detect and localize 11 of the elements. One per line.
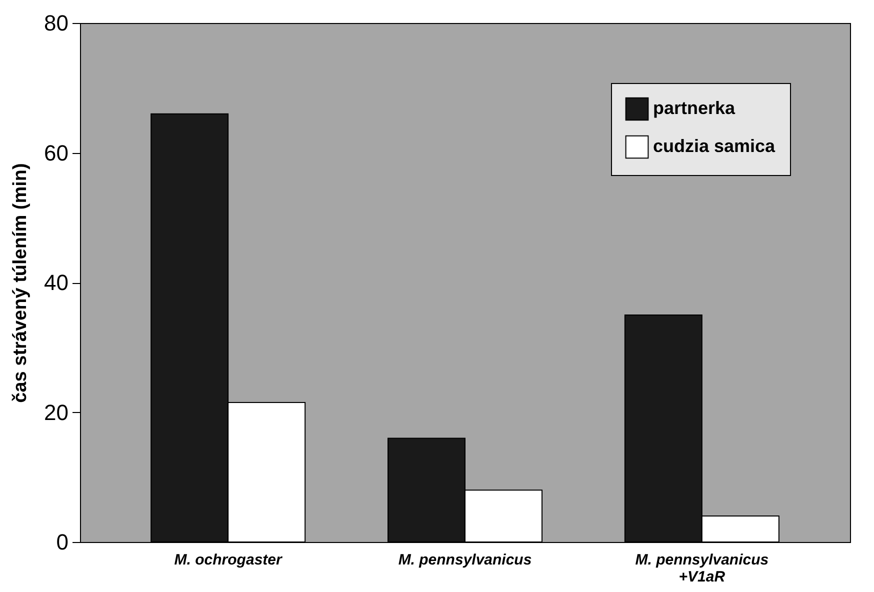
x-tick-label: M. pennsylvanicus xyxy=(398,552,532,568)
legend-label: partnerka xyxy=(653,98,736,118)
legend-label: cudzia samica xyxy=(653,136,776,156)
y-tick-label: 40 xyxy=(44,270,68,295)
y-tick-label: 60 xyxy=(44,140,68,166)
x-tick-label: M. pennsylvanicus +V1aR xyxy=(635,552,769,586)
x-tick-label: M. ochrogaster xyxy=(174,552,283,568)
y-tick-label: 0 xyxy=(56,530,68,554)
y-tick-label: 20 xyxy=(44,400,68,425)
y-tick-label: 80 xyxy=(44,10,68,36)
y-axis-title: čas strávený túlením (min) xyxy=(10,163,32,403)
